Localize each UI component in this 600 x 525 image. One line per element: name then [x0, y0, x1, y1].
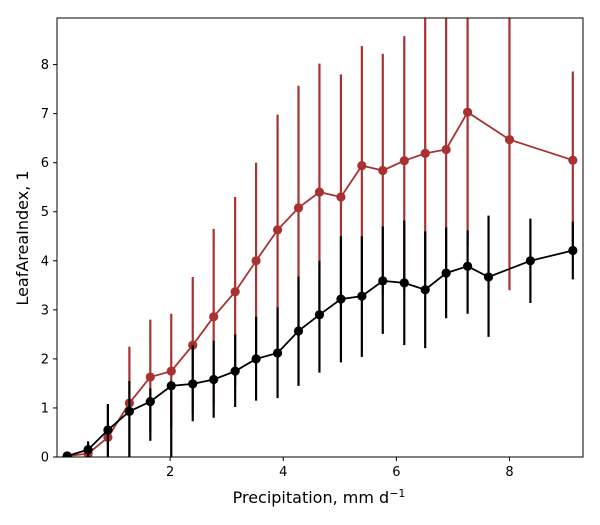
data-point: [293, 203, 304, 213]
data-point: [378, 165, 388, 176]
data-point: [357, 161, 367, 171]
y-tick-label: 0: [41, 451, 49, 466]
y-tick-label: 8: [41, 58, 49, 73]
data-point: [441, 144, 451, 155]
data-point: [504, 135, 515, 145]
y-tick-label: 7: [41, 107, 49, 122]
data-point: [83, 445, 93, 455]
x-tick-label: 2: [166, 465, 174, 480]
data-point: [357, 291, 367, 301]
data-point: [209, 312, 219, 322]
x-tick-label: 8: [505, 465, 513, 480]
data-point: [463, 261, 473, 271]
data-point: [441, 268, 451, 278]
data-point: [145, 372, 155, 382]
data-point: [399, 156, 409, 166]
data-point: [188, 379, 198, 389]
data-point: [314, 310, 325, 320]
data-point: [230, 287, 240, 297]
y-tick-label: 2: [41, 352, 49, 367]
data-point: [463, 107, 473, 117]
series-line: [67, 110, 574, 457]
y-tick-label: 4: [41, 254, 49, 269]
data-point: [209, 374, 219, 385]
series-2: [62, 215, 578, 457]
data-point: [568, 245, 578, 256]
data-point: [166, 381, 176, 391]
x-axis-ticks: 2 4 6 8: [166, 457, 514, 480]
y-tick-label: 6: [41, 156, 49, 171]
x-axis-label-superscript: −1: [389, 487, 405, 500]
x-axis-label: Precipitation, mm d−1: [233, 487, 406, 507]
data-point: [568, 155, 578, 165]
data-point: [251, 256, 261, 266]
y-axis-label: LeafAreaIndex, 1: [13, 170, 32, 305]
data-point: [420, 148, 430, 158]
plot-frame: [56, 17, 584, 458]
y-tick-label: 1: [41, 401, 49, 416]
y-tick-label: 3: [41, 303, 49, 318]
data-point: [272, 225, 283, 235]
x-tick-label: 6: [392, 465, 400, 480]
data-point: [103, 425, 113, 435]
data-point: [166, 366, 176, 376]
data-point: [124, 406, 134, 416]
data-point: [145, 396, 155, 407]
x-tick-label: 4: [279, 465, 287, 480]
series-layer: [62, 18, 578, 457]
data-point: [399, 278, 409, 288]
data-point: [336, 192, 346, 202]
data-point: [336, 294, 346, 304]
x-axis-label-text: Precipitation, mm d: [233, 488, 390, 507]
data-point: [314, 187, 325, 197]
y-tick-label: 5: [41, 205, 49, 220]
data-point: [272, 348, 283, 358]
data-point: [251, 354, 261, 364]
data-point: [525, 256, 536, 266]
data-point: [378, 276, 388, 286]
data-point: [230, 366, 240, 376]
data-point: [483, 272, 494, 282]
series-1: [62, 18, 578, 457]
data-point: [62, 451, 72, 457]
data-point: [293, 326, 304, 336]
data-point: [420, 285, 430, 295]
y-axis-ticks: 0 1 2 3 4 5 6 7 8: [41, 58, 57, 466]
